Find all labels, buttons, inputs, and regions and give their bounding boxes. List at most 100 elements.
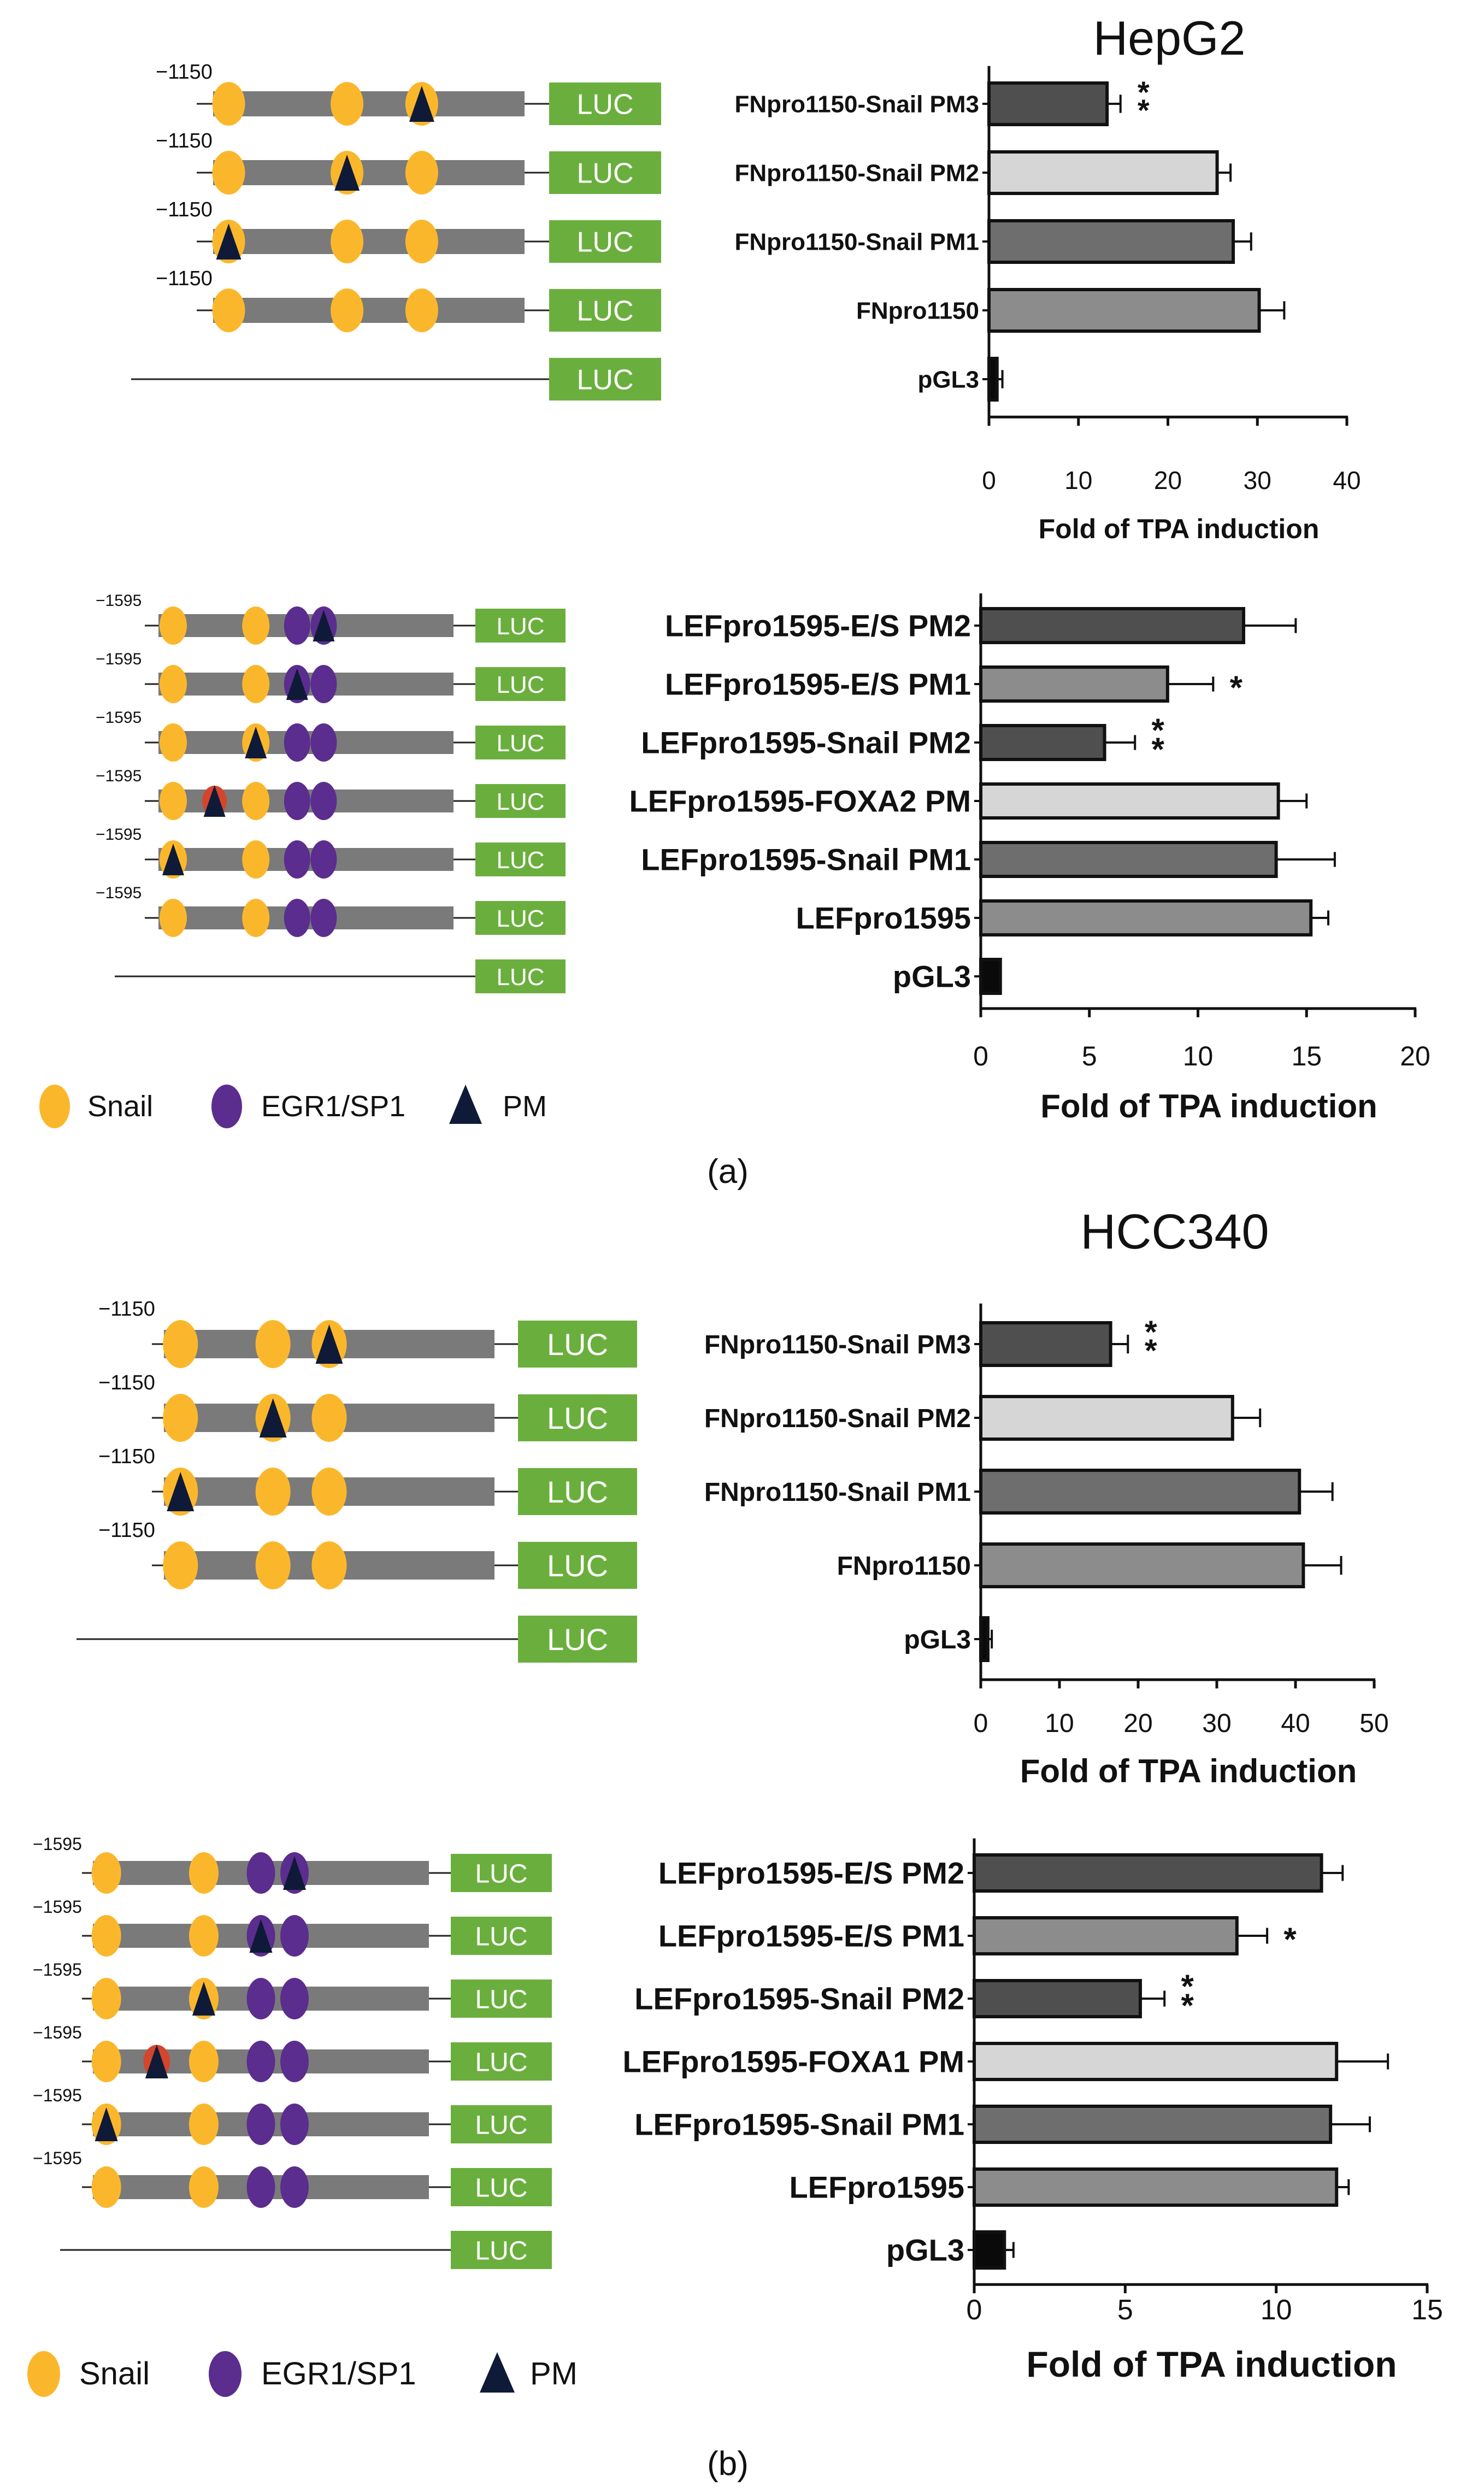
construct-diagram: LUC −1595 <box>33 2085 552 2145</box>
promoter-start-label: −1595 <box>33 2148 82 2168</box>
snail-site <box>212 288 245 332</box>
luc-box <box>451 1917 552 1955</box>
luc-box <box>549 358 661 400</box>
snail-site <box>405 288 438 332</box>
pm-mutation <box>334 155 360 191</box>
significance-mark: * <box>1138 93 1150 127</box>
x-tick-label: 20 <box>1400 1041 1430 1071</box>
pm-mutation <box>286 668 308 700</box>
promoter-start-label: −1150 <box>98 1298 155 1321</box>
legend-snail-icon <box>39 1085 70 1128</box>
chart-3: LEFpro1595-E/S PM2 LEFpro1595-E/S PM1 * LEF… <box>33 1834 1443 2384</box>
significance-mark: * <box>1230 669 1243 706</box>
x-tick-label: 0 <box>982 466 996 494</box>
x-tick-label: 30 <box>1202 1709 1231 1738</box>
category-label: pGL3 <box>918 366 979 393</box>
x-tick-label: 20 <box>1154 466 1182 494</box>
category-label: pGL3 <box>904 1625 971 1654</box>
snail-site <box>242 782 270 820</box>
promoter-start-label: −1595 <box>33 1834 82 1854</box>
category-label: LEFpro1595-Snail PM2 <box>634 1982 964 2016</box>
luc-box <box>451 2231 552 2269</box>
significance-mark: * <box>1138 75 1150 109</box>
pm-mutation <box>283 1856 306 1890</box>
egr-site <box>246 2104 275 2145</box>
significance-mark: * <box>1145 1333 1157 1369</box>
construct-diagram: LUC −1150 <box>156 198 661 263</box>
promoter-start-label: −1595 <box>96 650 142 668</box>
construct-diagram: LUC −1595 <box>96 767 566 820</box>
luc-label: LUC <box>475 1985 527 2014</box>
pm-mutation <box>145 2045 168 2078</box>
luc-label: LUC <box>496 613 544 640</box>
category-label: LEFpro1595-Snail PM2 <box>641 726 971 760</box>
chart-2: HCC340 FNpro1150-Snail PM3 ** FNpro1150-Sna… <box>76 1205 1389 1789</box>
snail-site <box>91 2041 121 2082</box>
bar <box>979 1321 1112 1367</box>
category-label: LEFpro1595-E/S PM2 <box>665 609 971 643</box>
bar <box>979 724 1106 761</box>
x-tick-label: 5 <box>1082 1041 1097 1071</box>
category-label: FNpro1150 <box>856 297 979 324</box>
snail-site <box>405 220 438 263</box>
significance-mark: * <box>1283 1921 1297 1958</box>
pm-mutation <box>192 1982 215 2016</box>
snail-site <box>189 2166 219 2208</box>
egr-site <box>310 665 337 703</box>
snail-site <box>331 220 364 263</box>
snail-site <box>405 151 438 195</box>
panel-b-label: (b) <box>707 2445 749 2483</box>
snail-site <box>160 899 187 937</box>
promoter-start-label: −1150 <box>156 267 213 290</box>
snail-site <box>255 1541 291 1589</box>
snail-site <box>163 1541 198 1589</box>
x-tick-label: 10 <box>1261 2294 1292 2326</box>
egr-site <box>310 723 337 762</box>
legend-egr-icon-b <box>209 2351 242 2397</box>
x-tick-label: 0 <box>967 2294 982 2326</box>
luc-label: LUC <box>547 1327 608 1362</box>
legend-pm-icon <box>449 1085 482 1124</box>
x-axis-label: Fold of TPA induction <box>1039 514 1320 544</box>
construct-diagram: LUC −1595 <box>96 826 566 879</box>
egr-site <box>246 1978 275 2019</box>
egr-site <box>284 840 310 879</box>
bar <box>973 1916 1239 1955</box>
luc-label: LUC <box>576 364 633 396</box>
pm-mutation <box>313 610 335 641</box>
luc-label: LUC <box>496 730 544 757</box>
egr-site <box>246 2041 275 2082</box>
bar <box>979 782 1280 820</box>
construct-diagram: LUC −1150 <box>156 129 661 195</box>
promoter-bar <box>213 91 525 116</box>
pm-mutation <box>203 785 226 817</box>
snail-site <box>242 840 270 879</box>
construct-diagram: LUC −1150 <box>98 1371 637 1442</box>
category-label: FNpro1150-Snail PM3 <box>704 1330 971 1359</box>
x-tick-label: 10 <box>1183 1041 1214 1071</box>
egr-site <box>310 840 337 879</box>
snail-site <box>160 723 187 762</box>
x-tick-label: 15 <box>1411 2294 1443 2326</box>
egr-site <box>280 2166 309 2208</box>
snail-site <box>331 82 364 126</box>
x-tick-label: 50 <box>1359 1709 1388 1738</box>
category-label: LEFpro1595 <box>796 901 971 935</box>
luc-box <box>451 1980 552 2018</box>
promoter-start-label: −1150 <box>98 1445 155 1468</box>
luc-box <box>451 2042 552 2081</box>
chart-1: LEFpro1595-E/S PM2 LEFpro1595-E/S PM1 * LEF… <box>96 592 1430 1124</box>
legend-b: Snail EGR1/SP1 PM <box>27 2351 578 2397</box>
egr-site <box>284 782 310 820</box>
bar <box>973 2167 1339 2207</box>
luc-box <box>451 2105 552 2143</box>
pm-mutation <box>259 1398 287 1438</box>
luc-box <box>475 726 566 759</box>
construct-diagram: LUC −1595 <box>33 1834 552 1894</box>
category-label: LEFpro1595-Snail PM1 <box>641 843 971 877</box>
construct-diagram: LUC <box>131 358 661 400</box>
snail-site <box>242 899 270 937</box>
promoter-start-label: −1595 <box>96 592 142 610</box>
egr-site <box>310 782 337 820</box>
luc-label: LUC <box>475 2236 527 2265</box>
